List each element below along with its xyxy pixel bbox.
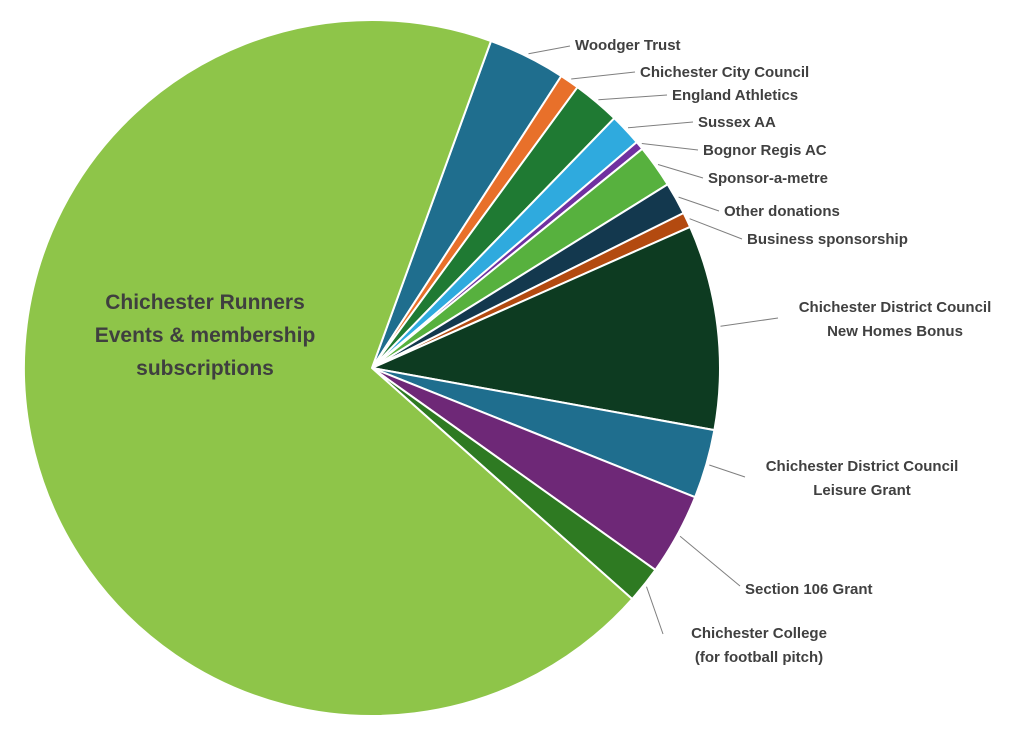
slice-label-line: Chichester District Council bbox=[765, 458, 959, 475]
slice-label-line: Bognor Regis AC bbox=[703, 142, 827, 159]
slice-label-line: New Homes Bonus bbox=[827, 323, 963, 340]
slice-label-line: Business sponsorship bbox=[747, 231, 908, 248]
slice-label-line: Other donations bbox=[724, 203, 840, 220]
slice-label-sponsor-a-metre: Sponsor-a-metre bbox=[708, 167, 888, 191]
pie-slice-chichester-runners-events-membership-subscriptions bbox=[22, 18, 634, 717]
slice-label-line: England Athletics bbox=[672, 87, 799, 104]
slice-label-business-sponsorship: Business sponsorship bbox=[747, 228, 957, 252]
slice-label-sussex-aa: Sussex AA bbox=[698, 111, 828, 135]
leader-line-chichester-district-council-leisure-grant bbox=[709, 464, 746, 478]
leader-line-sussex-aa bbox=[627, 121, 694, 129]
leader-line-other-donations bbox=[678, 196, 720, 212]
slice-label-line: Chichester College bbox=[691, 625, 827, 642]
center-slice-label-line: subscriptions bbox=[136, 357, 274, 380]
leader-line-england-athletics bbox=[598, 94, 668, 101]
center-slice-label: Chichester Runners Events & membership s… bbox=[55, 286, 355, 385]
leader-line-chichester-district-council-new-homes-bonus bbox=[720, 317, 779, 327]
leader-line-chichester-college-for-football-pitch bbox=[646, 586, 664, 635]
leader-line-bognor-regis-ac bbox=[641, 143, 699, 151]
pie-slice-chichester-district-council-new-homes-bonus bbox=[371, 225, 721, 432]
slice-label-line: Section 106 Grant bbox=[745, 581, 873, 598]
slice-label-line: (for football pitch) bbox=[694, 649, 824, 666]
slice-label-chichester-college-for-football-pitch: Chichester College (for football pitch) bbox=[668, 622, 850, 670]
slice-label-chichester-city-council: Chichester City Council bbox=[640, 61, 850, 85]
slice-label-other-donations: Other donations bbox=[724, 200, 894, 224]
slice-label-section-106-grant: Section 106 Grant bbox=[745, 578, 915, 602]
leader-line-woodger-trust bbox=[528, 45, 571, 55]
leader-line-sponsor-a-metre bbox=[657, 164, 704, 179]
slice-label-line: Sponsor-a-metre bbox=[708, 170, 829, 187]
slice-label-bognor-regis-ac: Bognor Regis AC bbox=[703, 139, 873, 163]
slice-label-chichester-district-council-leisure-grant: Chichester District Council Leisure Grant bbox=[750, 455, 974, 503]
slice-label-line: Leisure Grant bbox=[813, 482, 911, 499]
center-slice-label-line: Events & membership bbox=[94, 324, 316, 347]
slice-label-line: Woodger Trust bbox=[575, 37, 681, 54]
slice-label-line: Chichester District Council bbox=[798, 299, 992, 316]
leader-line-chichester-city-council bbox=[571, 71, 636, 80]
slice-label-england-athletics: England Athletics bbox=[672, 84, 852, 108]
center-slice-label-line: Chichester Runners bbox=[105, 291, 305, 314]
slice-label-chichester-district-council-new-homes-bonus: Chichester District Council New Homes Bon… bbox=[783, 296, 1007, 344]
slice-label-line: Chichester City Council bbox=[640, 64, 810, 81]
slice-label-woodger-trust: Woodger Trust bbox=[575, 34, 745, 58]
leader-line-section-106-grant bbox=[679, 535, 741, 587]
slice-label-line: Sussex AA bbox=[698, 114, 776, 131]
leader-line-business-sponsorship bbox=[689, 218, 743, 240]
